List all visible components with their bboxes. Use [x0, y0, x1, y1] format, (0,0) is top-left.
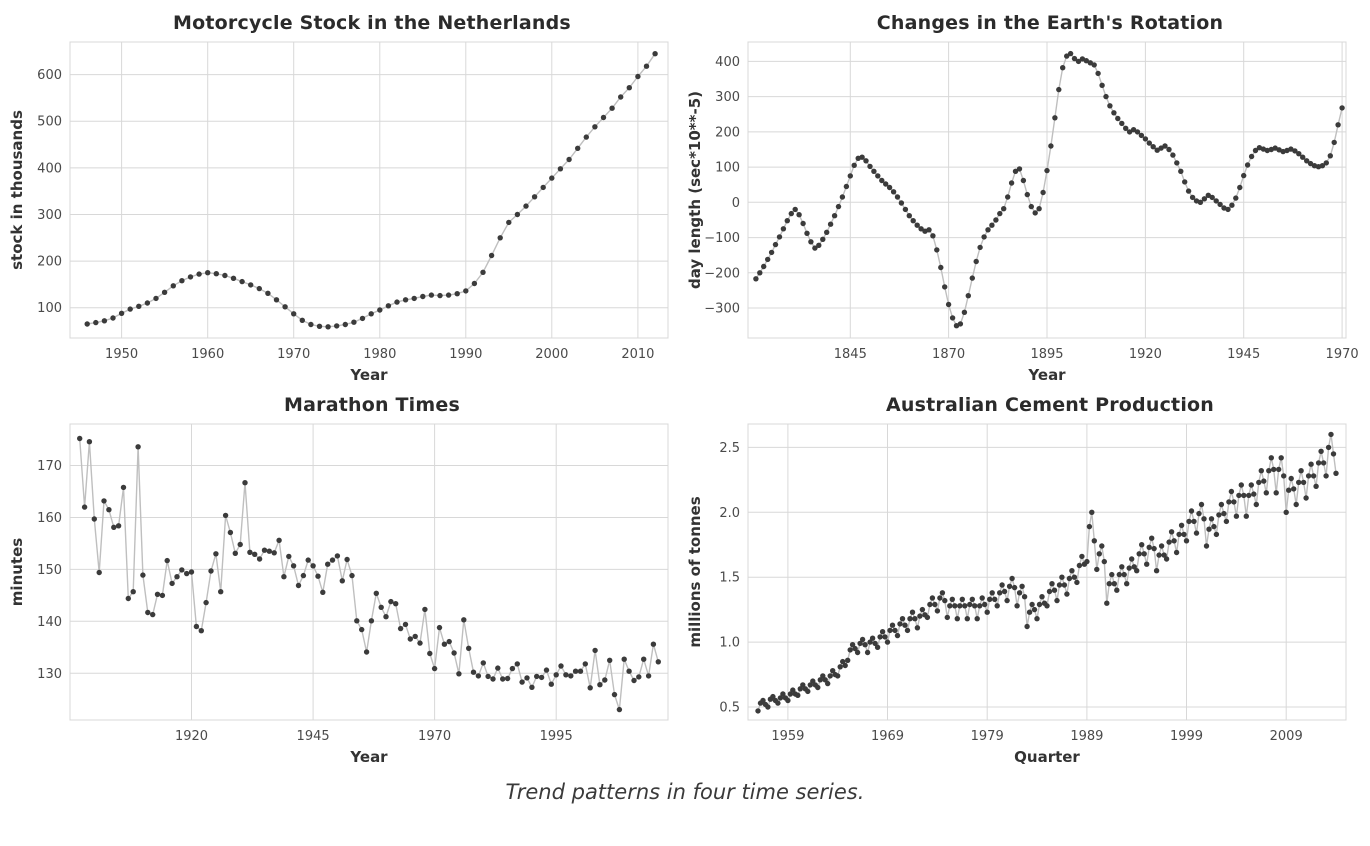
svg-text:140: 140	[37, 615, 62, 630]
svg-text:Year: Year	[1027, 366, 1066, 384]
svg-text:1990: 1990	[449, 347, 482, 362]
svg-text:1920: 1920	[175, 729, 208, 744]
svg-text:1950: 1950	[105, 347, 138, 362]
svg-text:170: 170	[37, 459, 62, 474]
svg-text:1959: 1959	[771, 729, 804, 744]
svg-text:1.5: 1.5	[719, 571, 740, 586]
svg-text:1995: 1995	[540, 729, 573, 744]
svg-text:300: 300	[37, 208, 62, 223]
svg-text:2009: 2009	[1270, 729, 1303, 744]
svg-text:1870: 1870	[932, 347, 965, 362]
subplot-marathon-times: Marathon Times 1920 1945 1970 1995 130 140 150…	[8, 388, 684, 768]
svg-text:130: 130	[37, 667, 62, 682]
svg-text:150: 150	[37, 563, 62, 578]
cement-chart-canvas: 1959 1969 1979 1989 1999 2009 0.5 1.0 1.5 2.0 2.5 Q…	[686, 423, 1347, 766]
svg-text:600: 600	[37, 68, 62, 83]
svg-text:1979: 1979	[971, 729, 1004, 744]
svg-text:400: 400	[715, 55, 740, 70]
svg-text:1969: 1969	[871, 729, 904, 744]
svg-text:2010: 2010	[621, 347, 654, 362]
svg-text:Quarter: Quarter	[1014, 748, 1080, 766]
svg-text:2000: 2000	[535, 347, 568, 362]
earth-rotation-plot-title: Changes in the Earth's Rotation	[876, 12, 1224, 34]
svg-text:millions of tonnes: millions of tonnes	[686, 496, 704, 647]
svg-text:2.0: 2.0	[719, 506, 740, 521]
svg-text:200: 200	[37, 255, 62, 270]
svg-text:1895: 1895	[1030, 347, 1063, 362]
earth-rotation-chart-canvas: 1845 1870 1895 1920 1945 1970 −300 −200 −100 0 100…	[686, 41, 1358, 384]
svg-text:2.5: 2.5	[719, 441, 740, 456]
subplot-motorcycle-stock: Motorcycle Stock in the Netherlands 1950…	[8, 6, 684, 386]
svg-text:1920: 1920	[1129, 347, 1162, 362]
marathon-chart-canvas: 1920 1945 1970 1995 130 140 150 160 170 Year minut…	[8, 423, 669, 766]
svg-text:200: 200	[715, 125, 740, 140]
svg-text:1960: 1960	[191, 347, 224, 362]
svg-text:1845: 1845	[834, 347, 867, 362]
marathon-plot-title: Marathon Times	[284, 394, 460, 416]
subplot-cement-production: Australian Cement Production 1959 1969 197…	[686, 388, 1362, 768]
svg-text:Year: Year	[349, 366, 388, 384]
figure-caption: Trend patterns in four time series.	[505, 780, 865, 804]
motorcycle-chart-canvas: 1950 1960 1970 1980 1990 2000 2010 100 200 300 400…	[8, 41, 669, 384]
svg-text:1970: 1970	[277, 347, 310, 362]
svg-text:1999: 1999	[1170, 729, 1203, 744]
svg-text:1945: 1945	[297, 729, 330, 744]
svg-text:100: 100	[37, 301, 62, 316]
svg-text:0.5: 0.5	[719, 701, 740, 716]
svg-text:300: 300	[715, 90, 740, 105]
svg-text:−100: −100	[704, 231, 740, 246]
svg-text:1970: 1970	[418, 729, 451, 744]
svg-text:minutes: minutes	[8, 538, 26, 606]
cement-plot-title: Australian Cement Production	[885, 394, 1215, 416]
svg-text:Year: Year	[349, 748, 388, 766]
motorcycle-plot-title: Motorcycle Stock in the Netherlands	[173, 12, 571, 34]
subplot-earth-rotation: Changes in the Earth's Rotation 1845 1870…	[686, 6, 1362, 386]
svg-text:stock in thousands: stock in thousands	[8, 110, 26, 270]
svg-text:−300: −300	[704, 302, 740, 317]
svg-text:1989: 1989	[1070, 729, 1103, 744]
svg-text:1.0: 1.0	[719, 636, 740, 651]
svg-text:1980: 1980	[363, 347, 396, 362]
svg-text:500: 500	[37, 115, 62, 130]
svg-text:0: 0	[732, 196, 740, 211]
svg-text:day length (sec*10**-5): day length (sec*10**-5)	[686, 91, 704, 289]
svg-text:100: 100	[715, 161, 740, 176]
svg-text:400: 400	[37, 161, 62, 176]
svg-text:160: 160	[37, 511, 62, 526]
svg-text:−200: −200	[704, 266, 740, 281]
svg-text:1970: 1970	[1326, 347, 1358, 362]
svg-text:1945: 1945	[1227, 347, 1260, 362]
subplot-grid: Motorcycle Stock in the Netherlands 1950…	[8, 6, 1362, 768]
